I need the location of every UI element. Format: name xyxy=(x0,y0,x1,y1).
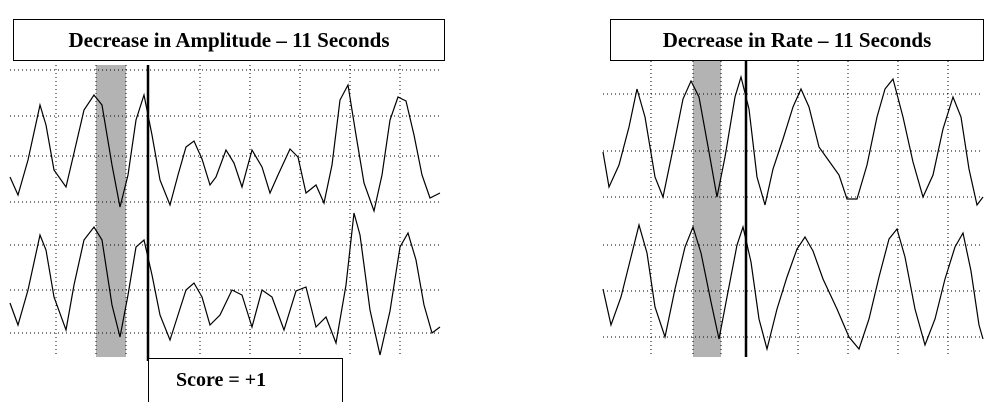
upper-waveform-trace xyxy=(602,74,984,207)
grid xyxy=(10,65,440,357)
rate-panel-title: Decrease in Rate – 11 Seconds xyxy=(610,19,984,61)
amplitude-panel-title: Decrease in Amplitude – 11 Seconds xyxy=(13,19,445,61)
lower-waveform-trace xyxy=(602,222,984,352)
grid xyxy=(603,57,983,357)
shaded-reference-band xyxy=(693,57,721,357)
lower-waveform-trace xyxy=(9,212,441,356)
upper-waveform-trace xyxy=(9,83,441,214)
shaded-reference-band xyxy=(96,65,126,357)
rate-tracing-panel xyxy=(602,57,984,357)
score-label: Score = +1 xyxy=(148,358,343,402)
amplitude-tracing-panel xyxy=(9,65,441,361)
